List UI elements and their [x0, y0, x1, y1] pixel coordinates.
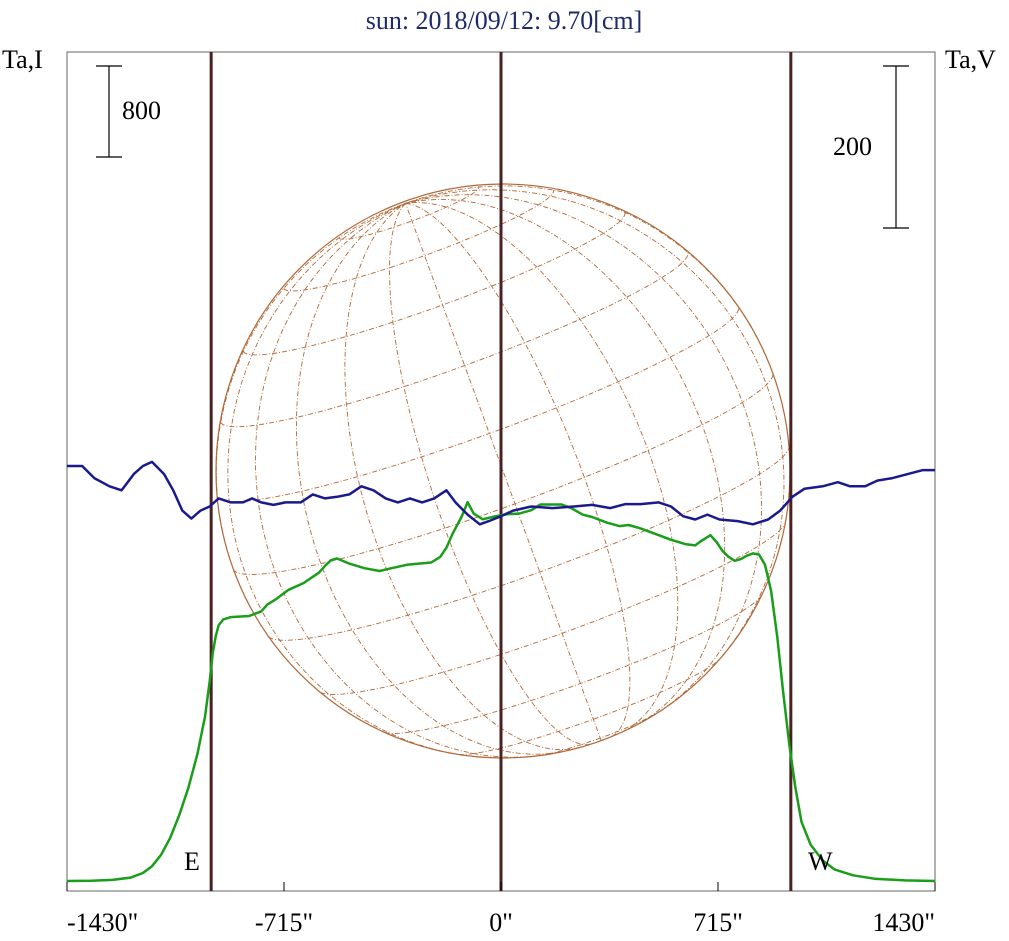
latitude-line [338, 186, 480, 240]
x-axis-ticks: -1430" -715" 0" 715" 1430" [66, 882, 936, 937]
latitude-line [268, 447, 790, 641]
limb-lines [209, 52, 793, 891]
longitude-line [405, 194, 762, 713]
east-marker: E [184, 847, 200, 876]
scale-bar-V: 200 [833, 65, 909, 229]
scale-bar-I-label: 800 [122, 96, 161, 125]
x-tick-label: 1430" [872, 908, 935, 937]
longitude-line [255, 202, 539, 758]
heliographic-grid [216, 185, 790, 758]
latitude-line [243, 212, 626, 356]
longitude-line [227, 202, 473, 757]
longitude-line [344, 202, 580, 751]
chart-title: sun: 2018/09/12: 9.70[cm] [366, 6, 643, 35]
x-tick-label: 0" [489, 908, 513, 937]
solar-disk [215, 183, 791, 759]
scale-bar-V-label: 200 [833, 132, 872, 161]
longitude-line [405, 189, 785, 671]
right-axis-label: Ta,V [945, 45, 996, 74]
series-polarization-line [67, 460, 935, 526]
longitude-line [405, 202, 631, 737]
west-marker: W [808, 847, 833, 876]
longitude-line [405, 185, 774, 373]
x-tick-label: -1430" [67, 908, 138, 937]
longitude-line [405, 202, 679, 733]
longitude-line [405, 203, 602, 741]
scale-bar-I: 800 [96, 65, 161, 158]
latitude-line [220, 252, 689, 428]
left-axis-label: Ta,I [2, 45, 43, 74]
latitude-line [458, 659, 720, 756]
longitude-line [405, 198, 726, 724]
latitude-line [216, 306, 739, 503]
longitude-line [295, 202, 561, 755]
longitude-line [389, 203, 591, 746]
x-tick-label: 715" [693, 908, 743, 937]
series-intensity-line [66, 500, 936, 883]
x-tick-label: -715" [255, 908, 313, 937]
